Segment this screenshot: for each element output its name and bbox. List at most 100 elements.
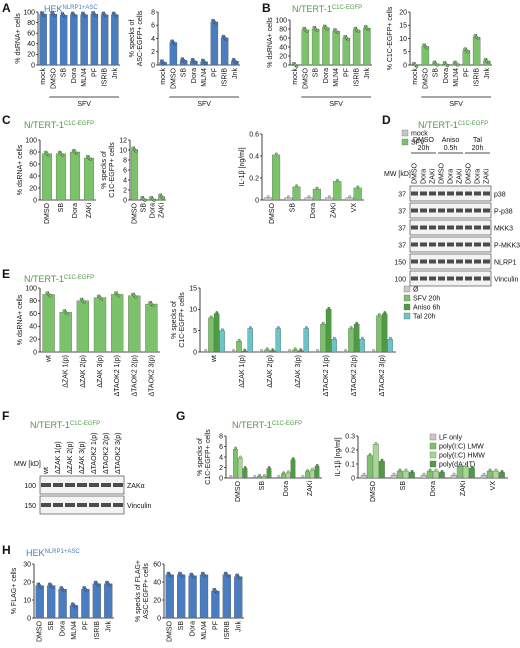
x-tick-label: PF [212, 621, 219, 630]
y-tick-label: 80 [27, 20, 35, 27]
legend-label: SFV [411, 140, 425, 147]
lane-label: wt [43, 467, 50, 475]
legend-label: Tal 20h [413, 314, 436, 321]
bar [272, 154, 281, 201]
panel-a-title: HEKNLRP1+ASC [44, 4, 98, 14]
bar [176, 574, 186, 619]
y-tick-label: 2 [151, 49, 155, 56]
data-point [238, 576, 242, 580]
y-tick-label: 60 [153, 561, 161, 568]
data-point [277, 475, 281, 478]
data-point [43, 14, 47, 18]
blot-band [456, 225, 463, 230]
x-tick-label: ΔTAOK2 1(p) [114, 355, 121, 397]
bar [381, 313, 388, 353]
bar [396, 470, 403, 479]
x-tick-label: Dora [71, 68, 78, 83]
chart-h1: 0 10 20 30 % FLAG+ cells DMSO SB Dora MLN4 PF ISRI… [11, 561, 114, 642]
blot-band [53, 503, 63, 507]
bar [199, 574, 209, 619]
mw-marker: 37 [398, 209, 406, 216]
y-tick-label: 0 [33, 197, 37, 204]
bar [35, 585, 44, 619]
y-tick-label: 60 [29, 161, 37, 168]
x-tick-label: ΔTAOK2 2(p) [131, 355, 138, 397]
data-point [234, 446, 238, 450]
data-point [404, 468, 408, 472]
data-point [306, 469, 310, 473]
bar [281, 473, 286, 479]
data-point [253, 475, 257, 478]
x-tick-label: PF [211, 68, 218, 77]
data-point [374, 441, 378, 445]
data-point [355, 321, 359, 325]
bar [237, 457, 243, 479]
bar [359, 339, 365, 353]
legend: mock SFV [401, 129, 428, 147]
blot-band [447, 276, 454, 281]
data-point [372, 349, 376, 353]
x-tick-label: ΔZAK 3(p) [97, 355, 104, 388]
blot-band [65, 483, 75, 487]
bar [348, 328, 354, 353]
blot-band [429, 225, 436, 230]
data-point [482, 472, 486, 476]
bar [92, 583, 102, 619]
data-point [48, 294, 52, 298]
y-tick-label: 20 [23, 579, 31, 586]
mw-marker: 37 [398, 243, 406, 250]
data-point [117, 294, 121, 298]
bar [59, 15, 68, 66]
data-point [428, 468, 432, 472]
data-point [96, 583, 101, 587]
bar [456, 466, 463, 479]
legend-label: SFV 20h [413, 296, 440, 303]
legend-swatch [401, 129, 409, 137]
lane-label: ΔZAK 2(p) [67, 441, 74, 474]
blot-band [438, 191, 445, 196]
bar [408, 472, 415, 479]
data-point [267, 466, 271, 469]
x-tick-label: PF [463, 68, 470, 77]
lane-label: ΔTAOK2 2(p) [103, 432, 110, 474]
group-label: SFV [77, 101, 91, 108]
x-tick-label: DMSO [167, 620, 174, 642]
y-tick-label: 20 [153, 597, 161, 604]
blot-band [447, 225, 454, 230]
x-tick-label: Dora [310, 203, 317, 218]
data-point [434, 468, 438, 472]
treatment-time: 0.5h [444, 145, 458, 152]
chart-c3: 0 0.2 0.4 0.6 IL-1β [ng/ml] DMSO SB Dora ZAKi VX m… [239, 129, 428, 224]
x-tick-label: DMSO [132, 202, 139, 224]
x-tick-label: DMSO [50, 67, 57, 89]
group-label: SFV [449, 101, 463, 108]
x-tick-label: Dora [430, 481, 437, 496]
y-tick-label: 0.2 [345, 447, 355, 454]
y-axis-label: % C1C-EGFP+ cells [387, 6, 394, 70]
blot-band [447, 208, 454, 213]
bar [83, 157, 95, 201]
bar [236, 341, 242, 353]
data-point [307, 195, 311, 199]
data-point [134, 295, 138, 299]
blot-band [77, 503, 87, 507]
data-point [84, 14, 88, 18]
data-point [108, 583, 112, 587]
blot-f: MW [kD]wt ΔZAK 1(p) ΔZAK 2(p) ΔZAK 3(p) ΔTAO… [14, 432, 151, 515]
x-tick-label: ISRIB [94, 621, 101, 640]
bar [208, 317, 214, 353]
mw-marker: 100 [394, 277, 406, 284]
y-axis-label: ASC-EGFP+ cells [137, 10, 144, 66]
y-tick-label: 20 [279, 53, 287, 60]
y-tick-label: 0.6 [249, 131, 259, 138]
x-tick-label: DMSO [269, 202, 276, 224]
bar [285, 472, 291, 479]
data-point [415, 64, 419, 69]
data-point [305, 29, 309, 33]
bar [234, 576, 243, 619]
chart-e1: 0 20 40 60 80 100% dsRNA+ cells wt ΔZAK 1(p) ΔZA… [17, 285, 160, 397]
y-tick-label: 100 [23, 9, 35, 16]
blot-band [41, 503, 51, 507]
data-point [204, 61, 208, 65]
